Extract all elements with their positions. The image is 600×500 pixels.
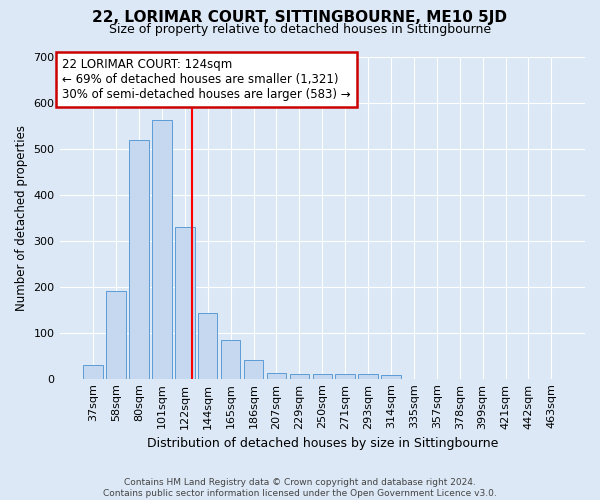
Bar bbox=[335, 374, 355, 378]
Bar bbox=[313, 374, 332, 378]
Text: Contains HM Land Registry data © Crown copyright and database right 2024.
Contai: Contains HM Land Registry data © Crown c… bbox=[103, 478, 497, 498]
Bar bbox=[106, 291, 126, 378]
Y-axis label: Number of detached properties: Number of detached properties bbox=[15, 124, 28, 310]
Bar bbox=[221, 340, 241, 378]
Bar bbox=[129, 140, 149, 378]
Text: 22 LORIMAR COURT: 124sqm
← 69% of detached houses are smaller (1,321)
30% of sem: 22 LORIMAR COURT: 124sqm ← 69% of detach… bbox=[62, 58, 351, 101]
Bar bbox=[83, 365, 103, 378]
Text: Size of property relative to detached houses in Sittingbourne: Size of property relative to detached ho… bbox=[109, 22, 491, 36]
Bar bbox=[198, 314, 217, 378]
Bar bbox=[290, 374, 309, 378]
Bar bbox=[358, 374, 378, 378]
Text: 22, LORIMAR COURT, SITTINGBOURNE, ME10 5JD: 22, LORIMAR COURT, SITTINGBOURNE, ME10 5… bbox=[92, 10, 508, 25]
Bar bbox=[152, 120, 172, 378]
X-axis label: Distribution of detached houses by size in Sittingbourne: Distribution of detached houses by size … bbox=[146, 437, 498, 450]
Bar bbox=[175, 227, 194, 378]
Bar bbox=[267, 373, 286, 378]
Bar bbox=[244, 360, 263, 378]
Bar bbox=[381, 375, 401, 378]
